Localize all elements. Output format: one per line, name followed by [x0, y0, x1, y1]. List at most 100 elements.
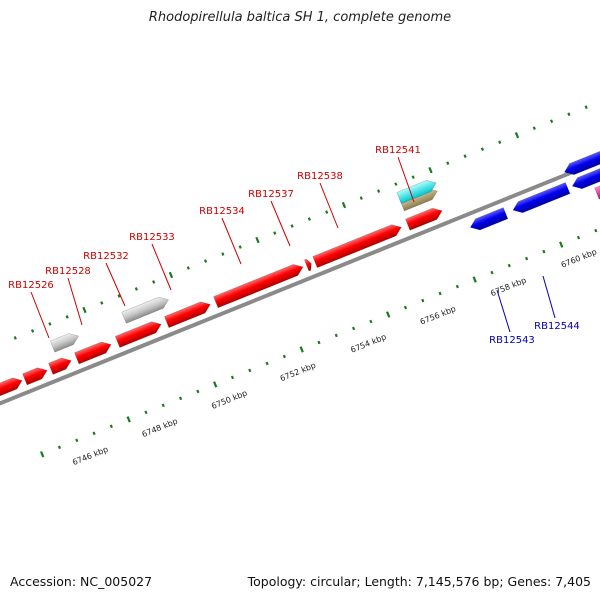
tick-mark: [40, 451, 45, 458]
genome-title: Rhodopirellula baltica SH 1, complete ge…: [148, 10, 452, 25]
tick-mark: [480, 147, 484, 151]
label-leaders: [30, 156, 556, 339]
tick-mark: [282, 354, 286, 359]
tick-mark: [463, 154, 467, 158]
tick-mark: [178, 396, 183, 401]
scale-label: 6746 kbp: [71, 445, 109, 467]
tick-mark: [352, 326, 356, 331]
tick-mark: [144, 410, 148, 415]
tick-mark: [134, 287, 138, 291]
forward-gene-arrow: [74, 341, 112, 365]
tick-mark: [446, 161, 450, 165]
leader-line: [105, 262, 126, 307]
forward-gene-label: RB12532: [83, 251, 129, 262]
forward-gene-arrow: [405, 207, 443, 231]
tick-mark: [126, 416, 131, 423]
forward-gene-label: RB12528: [45, 266, 91, 277]
forward-gene-arrow: [22, 367, 48, 386]
tick-mark: [594, 228, 598, 233]
scale-label: 6752 kbp: [279, 361, 317, 383]
leader-line: [319, 182, 339, 229]
scale-label: 6758 kbp: [489, 276, 527, 298]
tick-mark: [92, 431, 96, 436]
forward-gene-arrow: [304, 258, 312, 272]
cyan-feature-arrow: [396, 180, 437, 204]
gene-features: [0, 131, 600, 401]
genome-summary: Topology: circular; Length: 7,145,576 bp…: [247, 574, 591, 589]
tick-mark: [75, 438, 79, 443]
tick-mark: [299, 346, 304, 353]
tick-mark: [411, 175, 415, 179]
scale-label: 6754 kbp: [349, 332, 387, 354]
scale-label: 6750 kbp: [210, 388, 248, 410]
tick-mark: [507, 263, 511, 268]
tick-mark: [550, 119, 554, 124]
tick-mark: [584, 105, 588, 110]
reverse-gene-arrow: [512, 182, 571, 214]
forward-gene-arrow: [312, 224, 402, 269]
leader-line: [221, 217, 242, 265]
tick-mark: [317, 340, 321, 345]
tick-mark: [213, 381, 218, 388]
tick-mark: [161, 403, 165, 408]
tick-mark: [386, 311, 391, 318]
tick-mark: [117, 294, 121, 298]
tick-mark: [238, 245, 242, 249]
forward-gene-label: RB12526: [8, 280, 54, 291]
scale-label: 6760 kbp: [560, 247, 598, 269]
tick-mark: [325, 210, 329, 214]
forward-gene-label: RB12533: [129, 232, 175, 243]
tick-mark: [265, 361, 269, 366]
tick-mark: [82, 306, 87, 314]
leader-line: [542, 275, 556, 319]
tick-mark: [377, 189, 381, 193]
tick-mark: [542, 249, 546, 254]
tick-mark: [559, 241, 564, 248]
tick-mark: [48, 322, 52, 326]
genome-backbone: [0, 138, 600, 412]
reverse-gene-label: RB12544: [534, 321, 580, 332]
tick-marks: [0, 105, 598, 458]
tick-mark: [576, 235, 581, 240]
forward-gene-label: RB12537: [248, 189, 294, 200]
forward-gene-arrow: [48, 357, 72, 375]
tick-mark: [428, 166, 433, 174]
tick-mark: [490, 270, 494, 275]
tick-mark: [334, 333, 338, 338]
tick-mark: [30, 329, 35, 333]
tick-mark: [290, 224, 294, 228]
reverse-gene-label: RB12543: [489, 335, 535, 346]
tick-mark: [255, 236, 260, 244]
tick-mark: [273, 231, 277, 235]
tick-mark: [394, 182, 398, 186]
tick-mark: [455, 284, 459, 289]
reverse-gene-arrow: [571, 154, 600, 190]
tick-mark: [186, 266, 190, 270]
tick-mark: [65, 315, 69, 319]
scale-label: 6748 kbp: [141, 417, 179, 439]
leader-line: [270, 200, 291, 247]
forward-gene-arrow: [164, 301, 211, 328]
tick-mark: [525, 256, 529, 261]
tick-mark: [100, 301, 104, 305]
tick-mark: [421, 298, 425, 303]
gray-feature-arrow: [121, 296, 169, 324]
forward-gene-label: RB12541: [375, 145, 421, 156]
gray-feature-arrow: [49, 333, 79, 353]
tick-mark: [13, 336, 17, 340]
forward-gene-arrow: [114, 321, 162, 348]
tick-mark: [230, 375, 235, 380]
tick-mark: [307, 217, 311, 221]
tick-mark: [109, 424, 113, 429]
tick-mark: [57, 445, 62, 450]
forward-gene-label: RB12538: [297, 171, 343, 182]
tick-mark: [203, 259, 208, 263]
reverse-gene-arrow: [469, 207, 509, 231]
tick-mark: [369, 319, 373, 324]
scale-label: 6756 kbp: [419, 304, 457, 326]
leader-line: [397, 156, 415, 203]
genome-track: 6746 kbp 6748 kbp 6750 kbp 6752 kbp 6754 kbp…: [0, 105, 600, 467]
tick-mark: [359, 196, 363, 200]
tick-mark: [403, 305, 408, 310]
